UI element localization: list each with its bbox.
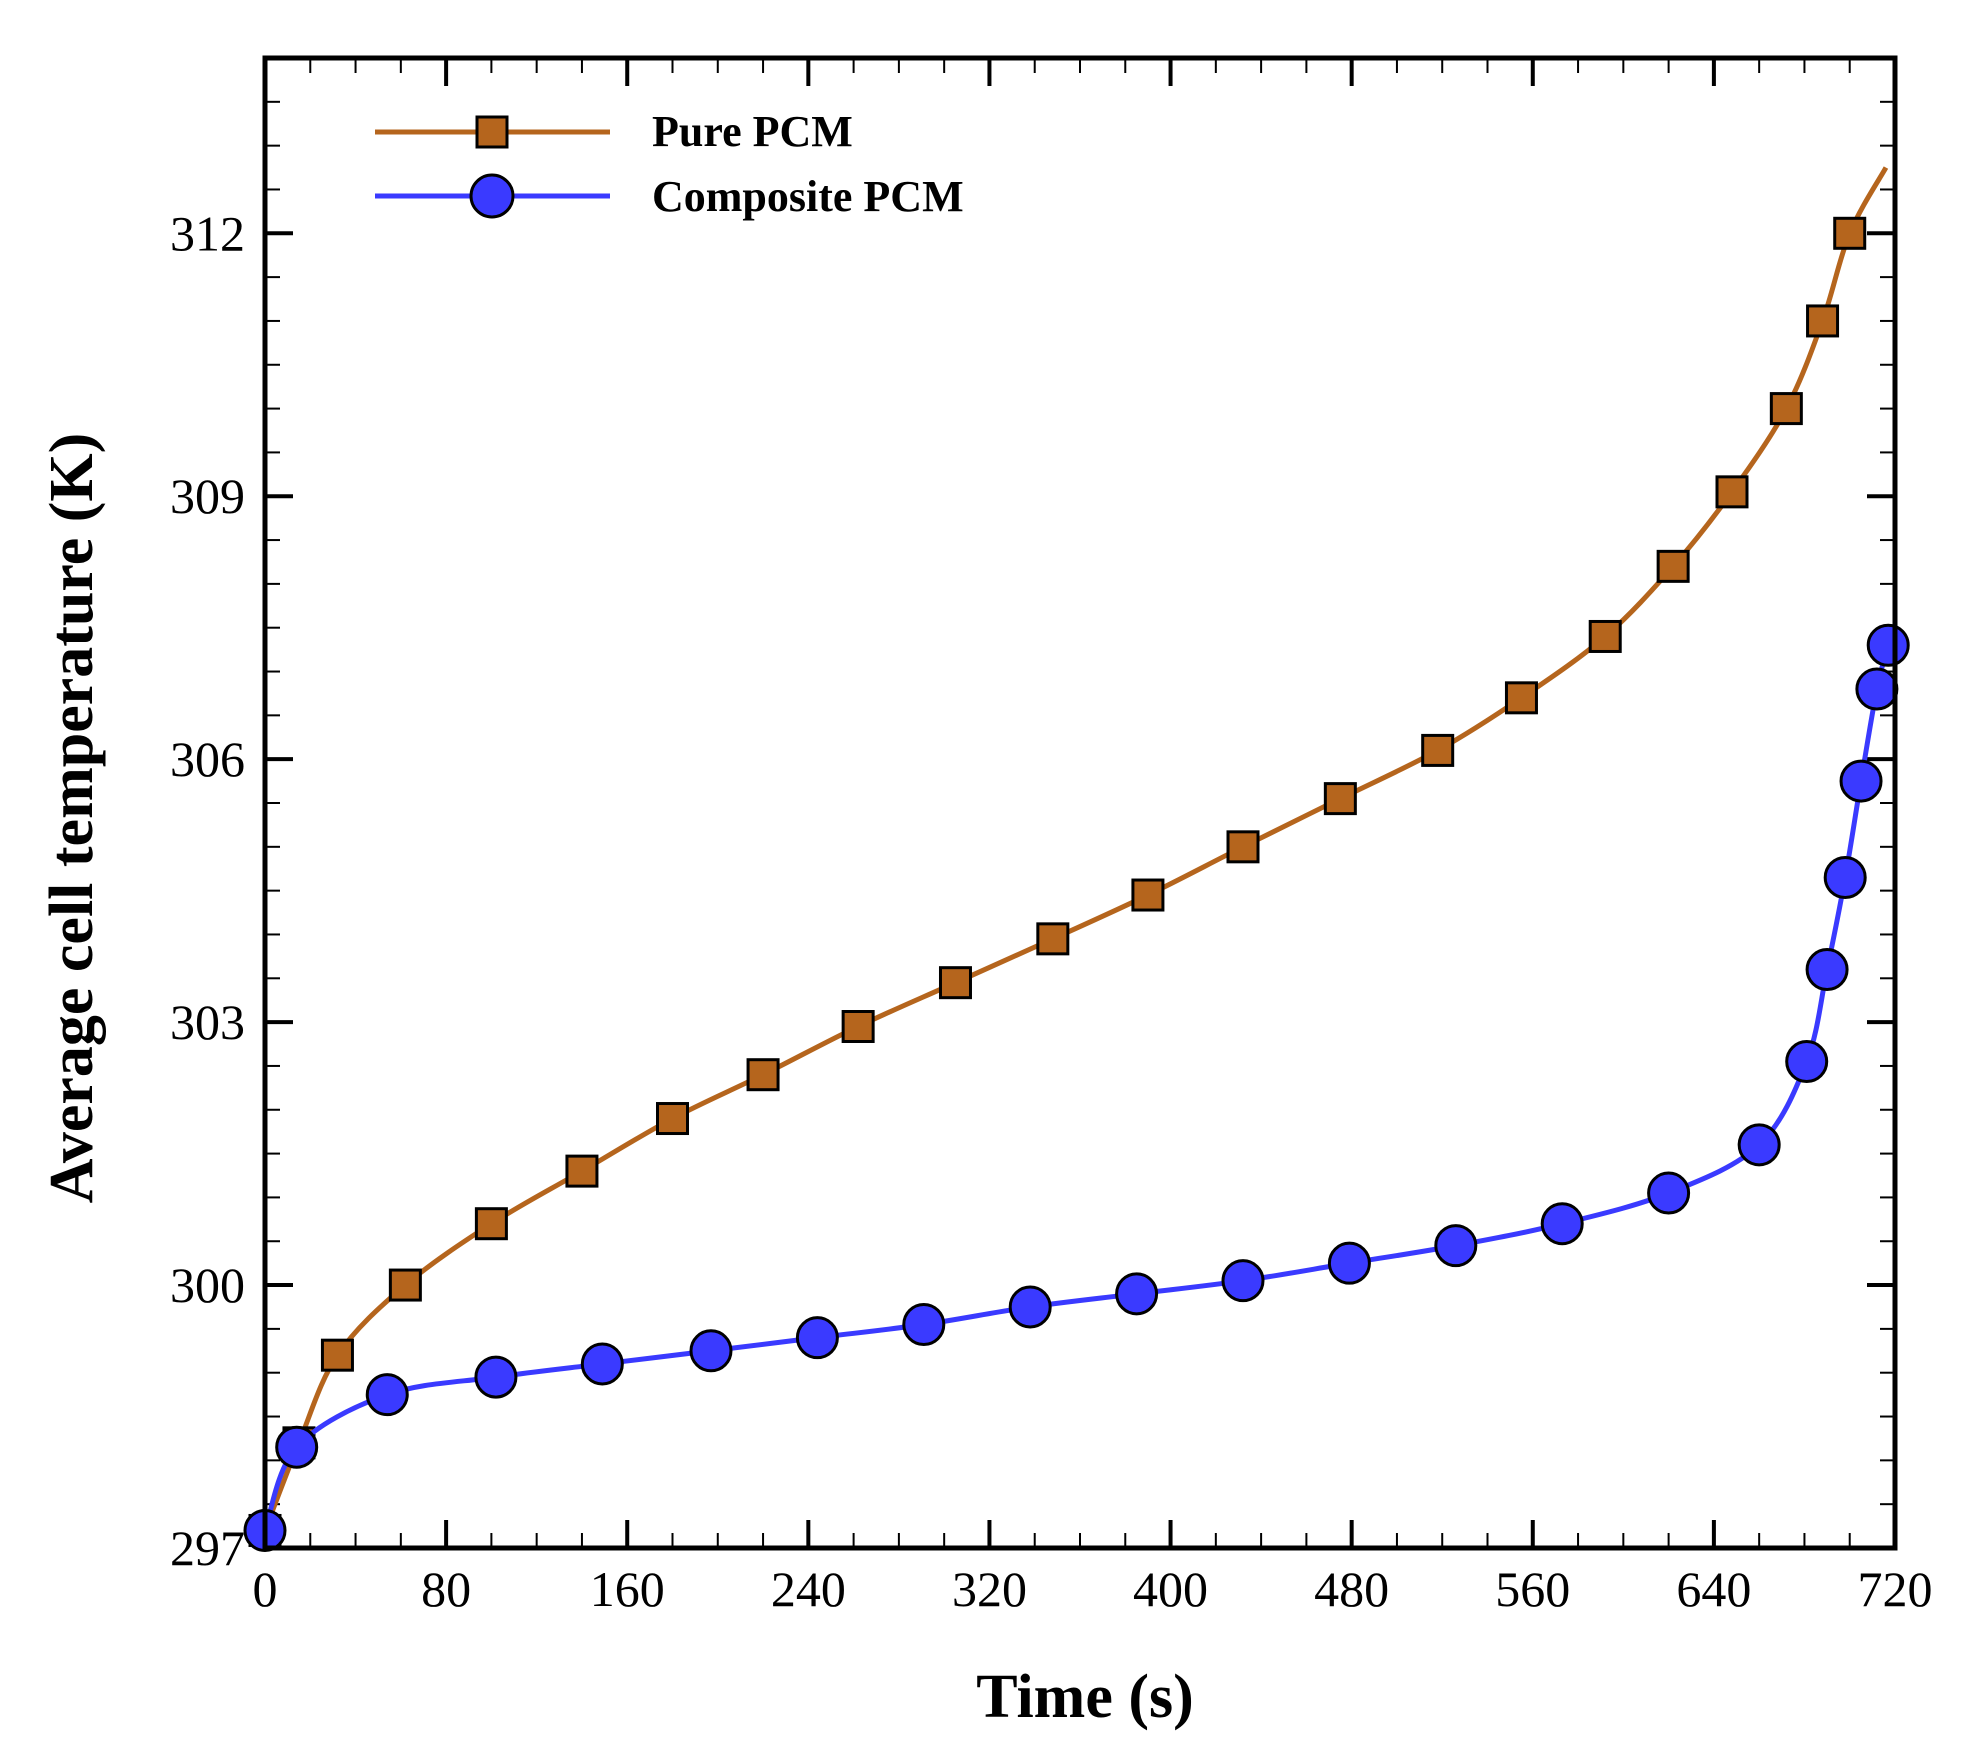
y-tick-labels: 297 300 303 306 309 312: [170, 205, 245, 1576]
data-point-composite-pcm: [1785, 1040, 1829, 1084]
series-composite-pcm: [243, 623, 1910, 1552]
y-tick-label: 303: [170, 994, 245, 1050]
data-point-composite-pcm: [1737, 1123, 1781, 1167]
data-point-composite-pcm: [1855, 667, 1899, 711]
data-point-pure-pcm: [746, 1058, 780, 1092]
data-point-pure-pcm: [1131, 878, 1165, 912]
x-tick-label: 160: [590, 1561, 665, 1617]
data-point-pure-pcm: [1421, 733, 1455, 767]
data-point-pure-pcm: [1769, 392, 1803, 426]
data-point-pure-pcm: [841, 1010, 875, 1043]
data-point-composite-pcm: [365, 1373, 409, 1417]
data-point-composite-pcm: [1647, 1171, 1691, 1215]
x-tick-label: 80: [421, 1561, 471, 1617]
series-layer: [243, 166, 1910, 1552]
major-ticks: [263, 58, 1897, 1550]
series-pure-pcm: [248, 166, 1889, 1547]
data-point-pure-pcm: [1656, 549, 1690, 583]
y-tick-label: 297: [170, 1520, 245, 1576]
x-tick-label: 560: [1495, 1561, 1570, 1617]
data-point-pure-pcm: [1833, 216, 1867, 250]
legend-marker-composite-pcm: [469, 173, 515, 219]
legend-entry-composite-pcm: Composite PCM: [375, 172, 964, 221]
legend-marker-pure-pcm: [475, 115, 509, 149]
data-point-composite-pcm: [689, 1329, 733, 1373]
x-tick-label: 480: [1314, 1561, 1389, 1617]
data-point-composite-pcm: [1115, 1272, 1159, 1316]
series-line-composite-pcm: [262, 644, 1891, 1532]
data-point-pure-pcm: [1504, 681, 1538, 715]
y-tick-label: 312: [170, 205, 245, 261]
data-point-pure-pcm: [1806, 304, 1840, 338]
series-line-pure-pcm: [262, 166, 1889, 1532]
data-point-pure-pcm: [1588, 619, 1622, 653]
y-axis-title: Average cell temperature (K): [38, 433, 106, 1204]
y-tick-label: 309: [170, 468, 245, 524]
data-point-composite-pcm: [580, 1342, 624, 1386]
legend: Pure PCM Composite PCM: [375, 107, 964, 221]
data-point-pure-pcm: [320, 1338, 354, 1372]
data-point-pure-pcm: [1036, 922, 1070, 956]
data-point-pure-pcm: [565, 1154, 599, 1188]
x-tick-label: 0: [253, 1561, 278, 1617]
data-point-composite-pcm: [1008, 1285, 1052, 1329]
x-tick-label: 640: [1676, 1561, 1751, 1617]
y-tick-label: 300: [170, 1257, 245, 1313]
minor-ticks: [265, 57, 1895, 1548]
data-point-pure-pcm: [388, 1268, 422, 1302]
x-tick-label: 400: [1133, 1561, 1208, 1617]
x-tick-label: 240: [771, 1561, 846, 1617]
data-point-pure-pcm: [1715, 475, 1749, 509]
data-point-pure-pcm: [656, 1102, 689, 1136]
data-point-composite-pcm: [275, 1425, 319, 1469]
legend-entry-pure-pcm: Pure PCM: [375, 107, 853, 156]
x-tick-label: 320: [952, 1561, 1027, 1617]
plot-frame: [262, 55, 1898, 1551]
data-point-composite-pcm: [1805, 948, 1849, 992]
legend-label-pure-pcm: Pure PCM: [652, 107, 853, 156]
x-tick-label: 720: [1858, 1561, 1933, 1617]
data-point-composite-pcm: [1327, 1241, 1371, 1285]
data-point-pure-pcm: [1226, 830, 1260, 864]
data-point-composite-pcm: [1823, 856, 1867, 899]
x-axis-title: Time (s): [976, 1663, 1194, 1731]
data-point-composite-pcm: [1540, 1202, 1584, 1246]
data-point-composite-pcm: [1866, 623, 1910, 667]
data-point-composite-pcm: [1434, 1224, 1478, 1268]
data-point-composite-pcm: [474, 1355, 518, 1399]
data-point-pure-pcm: [474, 1207, 508, 1241]
data-point-pure-pcm: [1323, 782, 1357, 816]
x-tick-labels: 0 80 160 240 320 400 480 560 640 720: [253, 1561, 1933, 1617]
data-point-composite-pcm: [795, 1316, 839, 1360]
data-point-composite-pcm: [1839, 759, 1883, 803]
data-point-composite-pcm: [902, 1303, 946, 1346]
legend-label-composite-pcm: Composite PCM: [652, 172, 964, 221]
data-point-composite-pcm: [1221, 1259, 1265, 1303]
y-tick-label: 306: [170, 731, 245, 787]
data-point-pure-pcm: [938, 966, 972, 1000]
